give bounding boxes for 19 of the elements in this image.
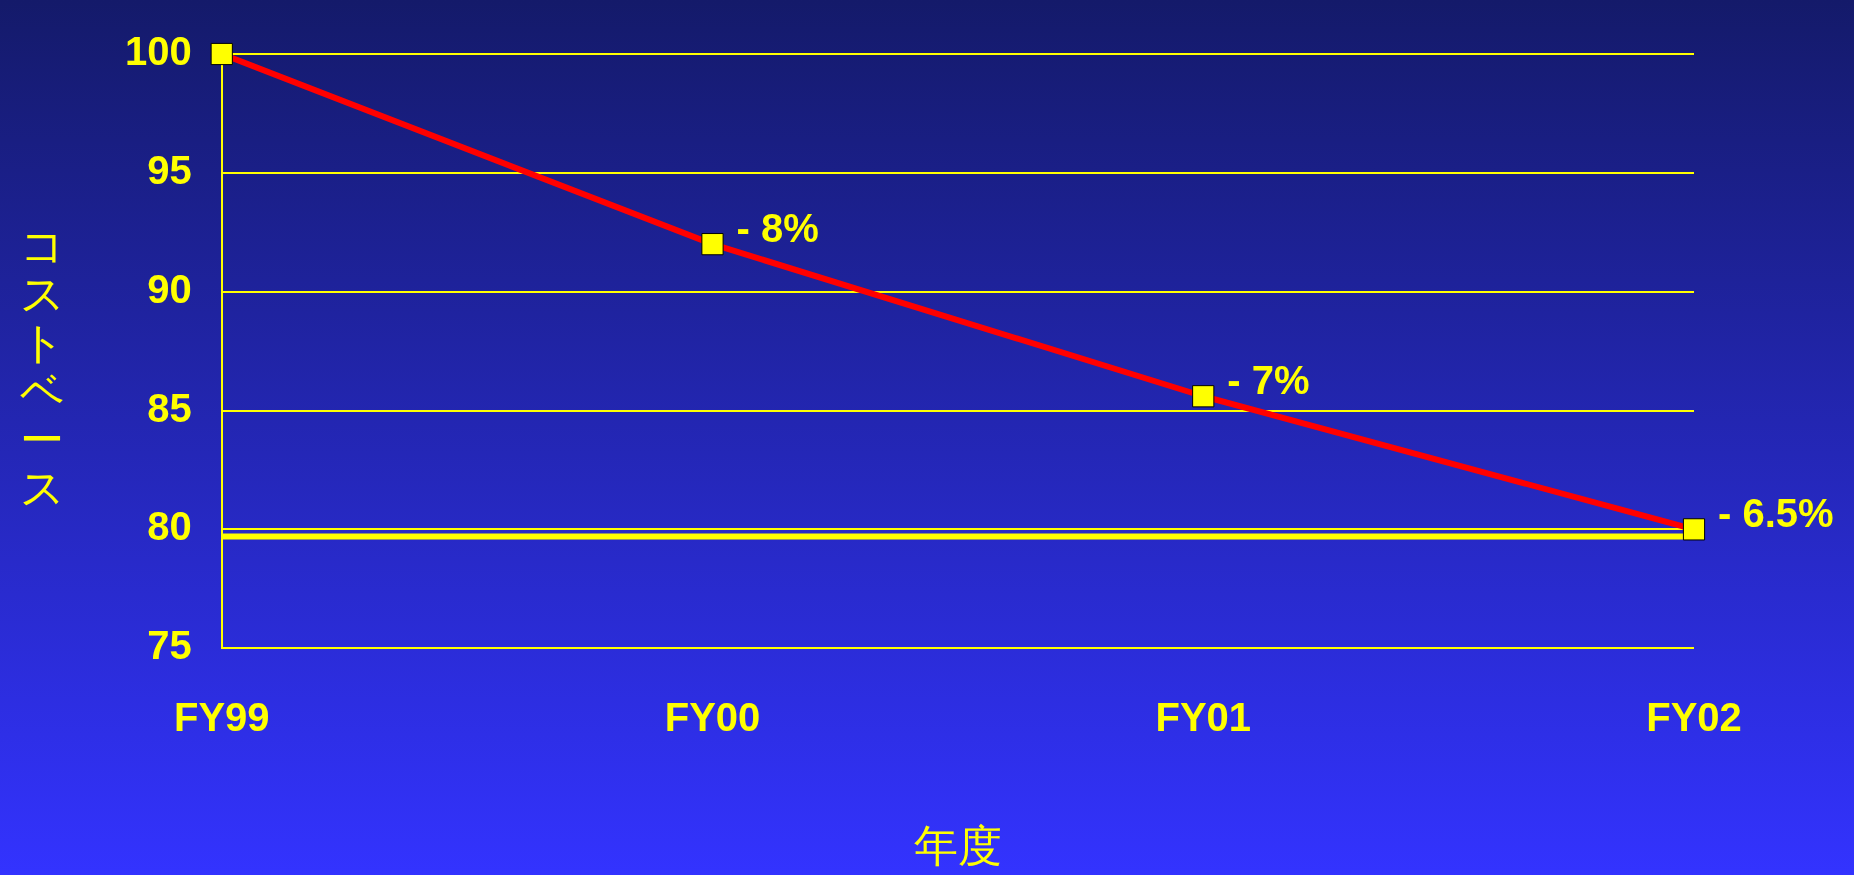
point (701, 233, 724, 256)
y-tick-label: 80 (147, 504, 192, 549)
y-tick-label: 95 (147, 147, 192, 192)
point (210, 42, 233, 66)
annotation: - 8% (736, 206, 819, 251)
y-tick-label: 90 (147, 266, 192, 311)
x-tick-label: FY00 (664, 695, 761, 740)
x-tick-label: FY01 (1155, 695, 1252, 740)
x-axis-title: 年度 (913, 820, 1002, 870)
x-tick-label: FY02 (1646, 695, 1742, 740)
x-tick-label: FY99 (173, 695, 270, 740)
y-tick-label: 85 (147, 385, 192, 430)
annotation: - 6.5% (1718, 491, 1834, 536)
y-tick-label: 75 (147, 623, 192, 668)
annotation: - 7% (1227, 358, 1310, 403)
y-tick-label: 100 (124, 29, 192, 74)
point (1682, 518, 1706, 541)
y-axis-title: コストベース (20, 221, 65, 513)
point (1192, 385, 1215, 408)
